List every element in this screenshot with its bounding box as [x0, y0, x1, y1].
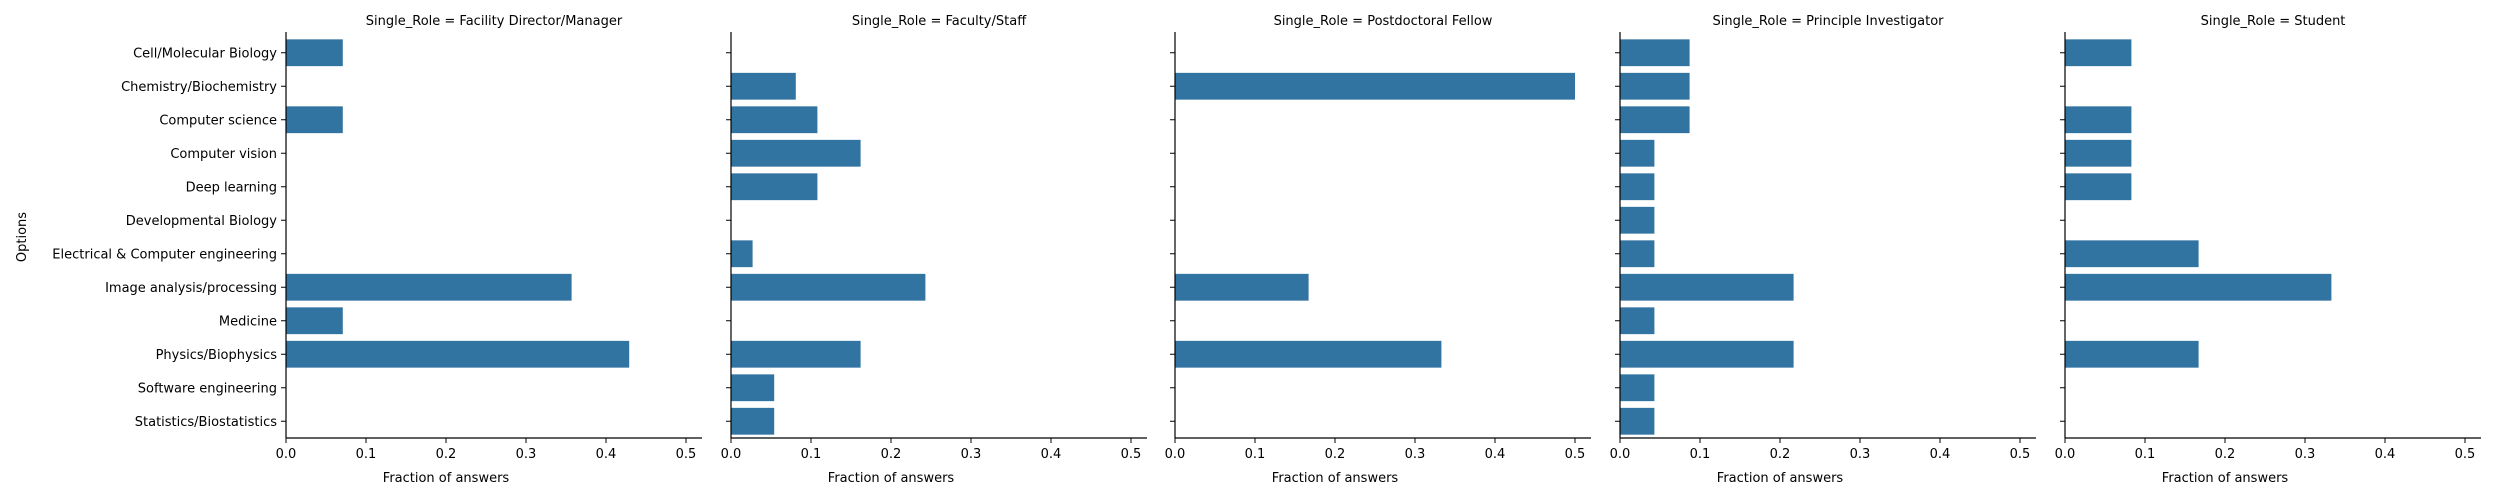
x-tick-label: 0.0	[721, 447, 742, 462]
panel-title: Single_Role = Student	[2201, 14, 2346, 29]
bar	[286, 273, 572, 301]
x-tick-label: 0.4	[1485, 447, 1506, 462]
bar	[2065, 340, 2199, 368]
bar	[2065, 106, 2132, 134]
y-axis-label: Options	[15, 212, 30, 262]
x-tick-label: 0.3	[516, 447, 537, 462]
x-tick-label: 0.2	[2215, 447, 2236, 462]
bar	[731, 106, 818, 134]
x-tick-label: 0.2	[1770, 447, 1791, 462]
bar	[731, 240, 753, 268]
bar	[1620, 173, 1655, 201]
x-tick-label: 0.1	[1245, 447, 1266, 462]
x-tick-label: 0.0	[276, 447, 297, 462]
x-tick-label: 0.4	[596, 447, 617, 462]
bar	[1175, 340, 1442, 368]
bar	[1620, 139, 1655, 167]
bar	[286, 307, 343, 335]
y-tick-label: Cell/Molecular Biology	[133, 46, 277, 61]
bar	[2065, 240, 2199, 268]
bar	[2065, 39, 2132, 67]
y-tick-label: Image analysis/processing	[105, 281, 277, 296]
y-tick-label: Chemistry/Biochemistry	[121, 80, 277, 95]
bar	[286, 106, 343, 134]
x-axis-label: Fraction of answers	[383, 471, 510, 486]
x-axis-label: Fraction of answers	[1717, 471, 1844, 486]
x-tick-label: 0.5	[2455, 447, 2476, 462]
bar	[1620, 39, 1690, 67]
bar	[2065, 273, 2332, 301]
x-tick-label: 0.5	[676, 447, 697, 462]
x-axis-label: Fraction of answers	[828, 471, 955, 486]
y-tick-label: Physics/Biophysics	[156, 348, 278, 363]
x-tick-label: 0.3	[1850, 447, 1871, 462]
bar	[731, 340, 861, 368]
x-tick-label: 0.3	[2295, 447, 2316, 462]
panel-title: Single_Role = Faculty/Staff	[852, 14, 1027, 29]
x-tick-label: 0.2	[881, 447, 902, 462]
bar	[1620, 374, 1655, 402]
bar	[1175, 273, 1309, 301]
bar	[731, 374, 775, 402]
bar	[731, 72, 796, 100]
y-tick-label: Computer science	[159, 113, 277, 128]
y-tick-label: Electrical & Computer engineering	[52, 247, 277, 262]
x-tick-label: 0.3	[1405, 447, 1426, 462]
x-tick-label: 0.2	[436, 447, 457, 462]
bar	[286, 340, 630, 368]
x-tick-label: 0.4	[1041, 447, 1062, 462]
x-tick-label: 0.4	[1930, 447, 1951, 462]
x-tick-label: 0.0	[1610, 447, 1631, 462]
panel-title: Single_Role = Facility Director/Manager	[366, 14, 623, 29]
x-tick-label: 0.1	[1690, 447, 1711, 462]
y-tick-label: Developmental Biology	[126, 214, 278, 229]
x-tick-label: 0.0	[1165, 447, 1186, 462]
x-tick-label: 0.5	[1121, 447, 1142, 462]
x-axis-label: Fraction of answers	[1272, 471, 1399, 486]
bar	[1620, 340, 1794, 368]
y-tick-label: Deep learning	[186, 180, 277, 195]
bar	[1620, 206, 1655, 234]
bar	[1620, 240, 1655, 268]
x-tick-label: 0.5	[2010, 447, 2031, 462]
bar	[1620, 72, 1690, 100]
bar	[2065, 139, 2132, 167]
bar	[731, 273, 926, 301]
bar	[1620, 273, 1794, 301]
y-tick-label: Medicine	[219, 314, 277, 329]
bar	[1620, 106, 1690, 134]
panel-title: Single_Role = Principle Investigator	[1712, 14, 1944, 29]
bar	[731, 407, 775, 435]
panel-title: Single_Role = Postdoctoral Fellow	[1274, 14, 1493, 29]
y-tick-label: Software engineering	[138, 381, 277, 396]
bar	[731, 139, 861, 167]
y-tick-label: Computer vision	[170, 147, 277, 162]
x-tick-label: 0.3	[961, 447, 982, 462]
x-tick-label: 0.5	[1565, 447, 1586, 462]
y-tick-label: Statistics/Biostatistics	[135, 415, 277, 430]
bar	[286, 39, 343, 67]
bar	[1175, 72, 1575, 100]
x-tick-label: 0.1	[801, 447, 822, 462]
bar	[2065, 173, 2132, 201]
x-tick-label: 0.2	[1325, 447, 1346, 462]
x-tick-label: 0.4	[2375, 447, 2396, 462]
x-tick-label: 0.1	[356, 447, 377, 462]
x-tick-label: 0.0	[2055, 447, 2076, 462]
x-axis-label: Fraction of answers	[2162, 471, 2289, 486]
bar	[1620, 307, 1655, 335]
bar	[1620, 407, 1655, 435]
x-tick-label: 0.1	[2135, 447, 2156, 462]
bar	[731, 173, 818, 201]
